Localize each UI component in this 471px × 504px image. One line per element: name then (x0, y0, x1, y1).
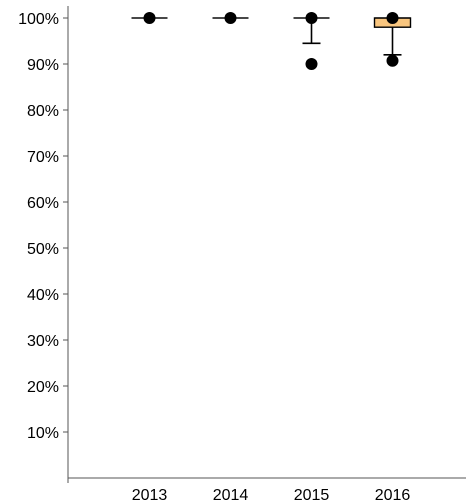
y-tick-label: 90% (27, 57, 59, 74)
data-point (386, 54, 399, 67)
y-axis: 10% 20% 30% 40% 50% 60% 70% 80% 90% 100% (18, 6, 69, 478)
x-tick-label: 2013 (132, 487, 168, 504)
data-point (305, 58, 318, 70)
data-point (224, 12, 237, 24)
y-tick-label: 40% (27, 287, 59, 304)
x-tick-label: 2015 (294, 487, 330, 504)
box-2014 (212, 12, 249, 24)
data-point (386, 12, 399, 24)
y-tick-label: 10% (27, 425, 59, 442)
box-2013 (131, 12, 168, 24)
y-tick-label: 50% (27, 241, 59, 258)
x-tick-label: 2016 (375, 487, 411, 504)
y-tick-label: 30% (27, 333, 59, 350)
data-point (305, 12, 318, 24)
y-tick-label: 70% (27, 149, 59, 166)
x-axis: 2013 2014 2015 2016 (67, 477, 466, 504)
box-plot-series (131, 12, 412, 70)
y-tick-label: 20% (27, 379, 59, 396)
y-tick-label: 60% (27, 195, 59, 212)
box-2015 (293, 12, 330, 70)
x-tick-label: 2014 (213, 487, 249, 504)
box-2016 (373, 12, 412, 67)
y-tick-label: 100% (18, 11, 59, 28)
y-tick-label: 80% (27, 103, 59, 120)
data-point (143, 12, 156, 24)
